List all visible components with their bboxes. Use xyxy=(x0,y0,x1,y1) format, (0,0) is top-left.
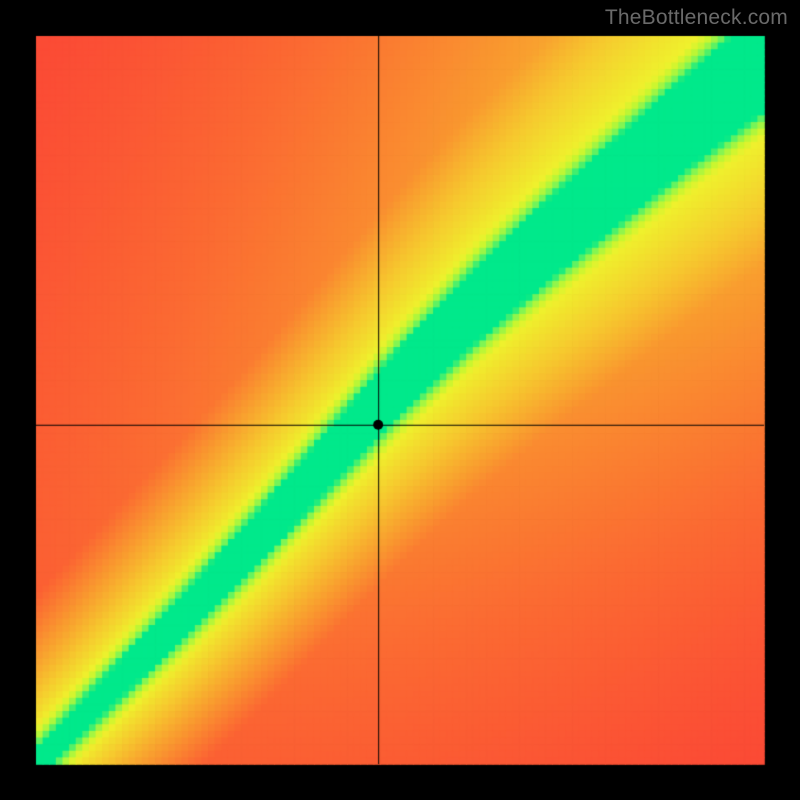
bottleneck-heatmap-chart xyxy=(0,0,800,800)
watermark-text: TheBottleneck.com xyxy=(605,6,788,30)
